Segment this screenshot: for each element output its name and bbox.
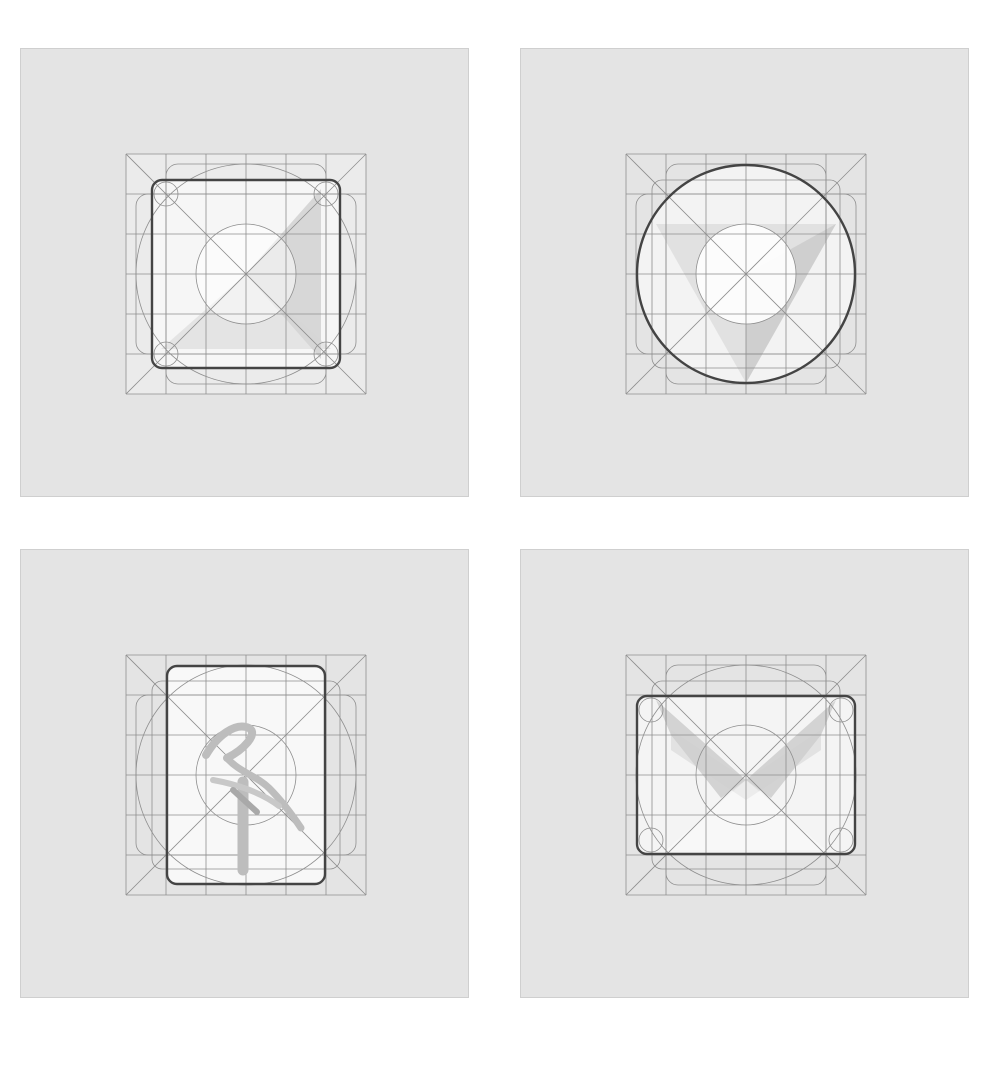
crane-bird-icon: [202, 722, 305, 876]
keyline-grid-portrait: [125, 654, 367, 896]
keyline-grid-circle: [625, 153, 867, 395]
keyline-panel-landscape: [520, 549, 969, 998]
keyline-panel-square: [20, 48, 469, 497]
keyline-circle: [635, 163, 857, 385]
keyline-grid-square: [125, 153, 367, 395]
keyline-panel-circle: [520, 48, 969, 497]
keyline-rounded-square: [150, 178, 342, 370]
keyline-landscape-rectangle: [635, 694, 857, 856]
keyline-panel-portrait: [20, 549, 469, 998]
keyline-grid-landscape: [625, 654, 867, 896]
keyline-portrait-rectangle: [165, 664, 327, 886]
